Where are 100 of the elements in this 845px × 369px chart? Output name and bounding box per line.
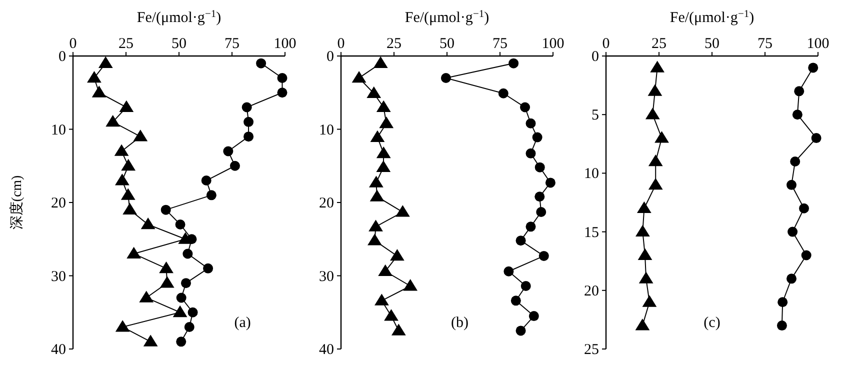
point [384, 310, 398, 321]
x-tick-label: 75 [224, 36, 240, 52]
point [404, 280, 418, 291]
point [636, 319, 650, 330]
point [120, 100, 134, 112]
y-tick-label: 0 [592, 49, 599, 65]
point [811, 133, 822, 144]
point [244, 132, 254, 142]
point [374, 294, 389, 306]
point [650, 61, 664, 72]
point [184, 322, 194, 332]
point [352, 71, 366, 83]
point [801, 250, 812, 260]
y-axis-title: 深度(cm) [9, 174, 25, 230]
point [508, 58, 519, 68]
y-tick-label: 30 [51, 268, 66, 285]
point [520, 102, 530, 112]
point [376, 146, 390, 158]
point [778, 297, 788, 308]
point [173, 306, 187, 318]
point [98, 56, 112, 68]
y-tick-label: 10 [584, 166, 599, 182]
x-axis-title: Fe/(μmol·g$^{−1}$) [670, 8, 754, 26]
point [792, 110, 802, 120]
point [654, 132, 669, 143]
point [123, 203, 137, 215]
point [106, 115, 120, 127]
x-tick-label: 25 [386, 36, 402, 52]
point [144, 335, 158, 346]
y-tick-label: 0 [58, 49, 66, 65]
point [180, 278, 191, 288]
point [92, 86, 106, 98]
point [636, 225, 650, 236]
point [638, 248, 652, 260]
point [786, 180, 796, 190]
x-tick-label: 25 [118, 36, 134, 52]
point [140, 291, 154, 302]
annotation: (c) [704, 315, 720, 331]
point [648, 178, 662, 190]
x-tick-label: 50 [440, 36, 454, 52]
point [203, 263, 214, 274]
point [528, 311, 539, 322]
point [242, 102, 252, 112]
point [127, 247, 141, 258]
x-tick-label: 100 [806, 36, 830, 52]
point [141, 218, 155, 230]
point [545, 178, 556, 188]
x-tick-label: 50 [704, 36, 720, 52]
x-axis-title: Fe/(μmol·g$^{−1}$) [404, 8, 490, 26]
point [277, 72, 288, 83]
point [121, 188, 135, 200]
point [532, 132, 542, 142]
point [534, 162, 545, 172]
x-tick-label: 100 [542, 36, 564, 52]
point [788, 226, 798, 237]
point [87, 71, 101, 83]
point [642, 296, 656, 307]
y-tick-label: 30 [319, 268, 334, 285]
point [396, 206, 410, 217]
y-tick-label: 20 [319, 196, 334, 212]
x-tick-label: 100 [274, 36, 296, 52]
y-tick-label: 40 [51, 342, 66, 358]
x-tick-label: 75 [758, 36, 772, 52]
point [516, 326, 526, 336]
point [176, 292, 186, 303]
annotation: (b) [450, 315, 468, 331]
y-tick-label: 40 [319, 342, 334, 358]
point [534, 192, 545, 202]
point [230, 160, 240, 171]
point [794, 86, 804, 96]
y-tick-label: 0 [326, 49, 334, 65]
y-tick-label: 20 [584, 283, 599, 300]
point [648, 84, 662, 96]
point [378, 264, 392, 276]
y-tick-label: 5 [592, 108, 599, 124]
point [188, 307, 198, 318]
y-tick-label: 25 [584, 342, 599, 358]
x-tick-label: 0 [69, 36, 77, 52]
point [648, 154, 662, 166]
point [223, 146, 234, 156]
point [175, 219, 186, 230]
point [134, 130, 148, 142]
point [536, 207, 546, 218]
point [376, 100, 390, 112]
point [277, 88, 288, 98]
point [786, 274, 796, 284]
y-tick-label: 10 [319, 122, 334, 138]
point [367, 86, 381, 98]
point [160, 204, 171, 215]
point [176, 336, 186, 347]
point [368, 234, 382, 246]
point [201, 176, 212, 186]
point [392, 324, 406, 336]
x-tick-label: 50 [172, 36, 186, 52]
point [160, 276, 174, 288]
point [116, 320, 130, 332]
point [504, 266, 514, 276]
point [790, 156, 800, 166]
point [182, 248, 193, 259]
point [159, 262, 174, 274]
